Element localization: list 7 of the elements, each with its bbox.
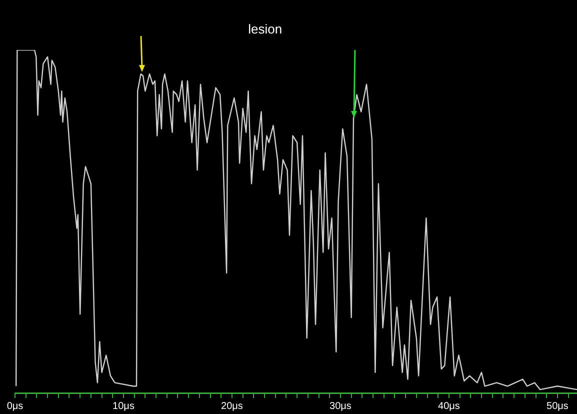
x-tick-label: 20μs	[221, 400, 243, 412]
x-tick-label: 30μs	[330, 400, 352, 412]
chart-title: lesion	[248, 22, 282, 37]
x-tick-label: 10μs	[112, 400, 134, 412]
x-tick-label: 0μs	[6, 400, 24, 412]
x-tick-label: 50μs	[546, 400, 568, 412]
x-tick-label: 40μs	[438, 400, 460, 412]
